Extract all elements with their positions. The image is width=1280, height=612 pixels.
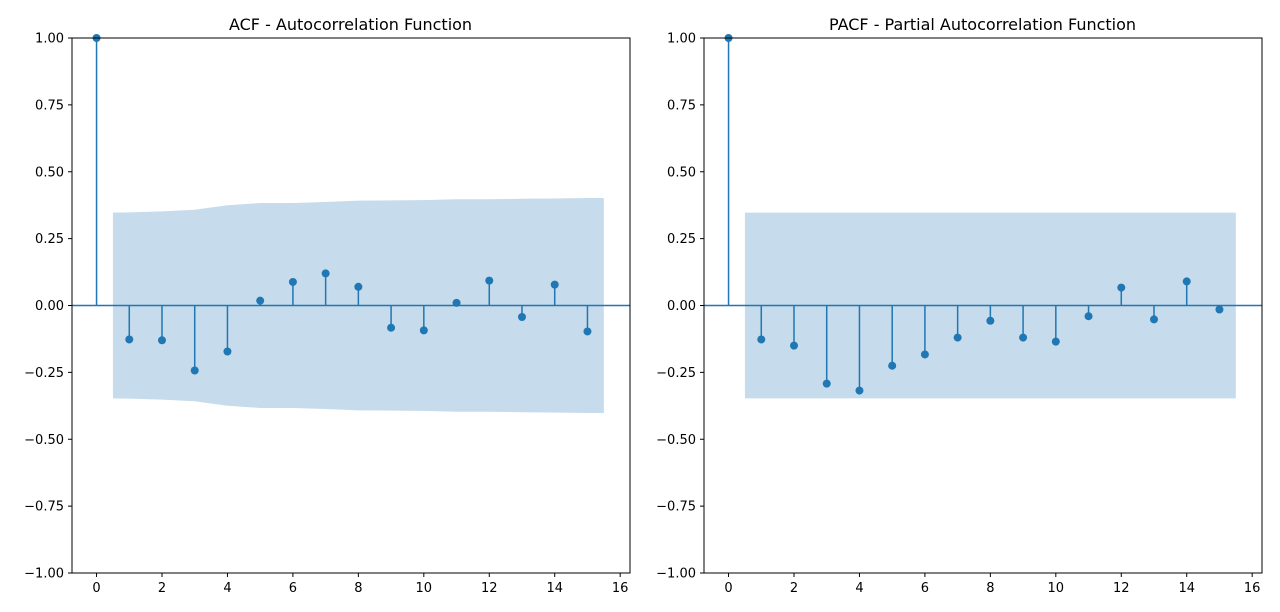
- acf-x-tick-label: 2: [158, 581, 166, 596]
- acf-y-tick-label: 0.00: [35, 299, 64, 314]
- acf-point: [583, 327, 592, 336]
- pacf-y-tick-label: 1.00: [667, 32, 696, 47]
- pacf-point: [1215, 305, 1224, 314]
- acf-x-tick-label: 10: [416, 581, 433, 596]
- acf-x-tick-label: 12: [481, 581, 498, 596]
- acf-chart-title: ACF - Autocorrelation Function: [229, 15, 472, 34]
- pacf-y-tick-label: −0.75: [656, 500, 696, 515]
- acf-point: [419, 326, 428, 335]
- acf-x-tick-label: 14: [546, 581, 563, 596]
- pacf-x-tick-label: 8: [986, 581, 994, 596]
- pacf-y-tick-label: −0.25: [656, 366, 696, 381]
- acf-point: [387, 323, 396, 332]
- pacf-point: [855, 386, 864, 395]
- pacf-y-tick-label: 0.75: [667, 98, 696, 113]
- pacf-x-tick-label: 4: [855, 581, 863, 596]
- acf-chart: ACF - Autocorrelation Function 1.00 0.75 0…: [24, 15, 631, 596]
- acf-point: [550, 280, 559, 289]
- pacf-point: [790, 341, 798, 350]
- acf-y-tick-label: −0.50: [24, 433, 64, 448]
- pacf-x-tick-label: 14: [1178, 581, 1195, 596]
- acf-point: [288, 277, 297, 286]
- pacf-point: [1150, 315, 1158, 324]
- pacf-chart: PACF - Partial Autocorrelation Function …: [656, 15, 1263, 596]
- acf-y-tick-label: 0.75: [35, 98, 64, 113]
- pacf-y-tick-label: −1.00: [656, 567, 696, 582]
- pacf-point: [920, 350, 929, 359]
- acf-point: [158, 336, 166, 345]
- pacf-point: [1084, 312, 1093, 321]
- pacf-y-tick-label: 0.00: [667, 299, 696, 314]
- pacf-point: [888, 361, 897, 370]
- acf-x-tick-label: 4: [223, 581, 231, 596]
- pacf-x-tick-label: 12: [1113, 581, 1130, 596]
- pacf-point: [1117, 283, 1126, 292]
- pacf-point: [757, 335, 766, 344]
- pacf-x-tick-label: 6: [921, 581, 929, 596]
- pacf-point: [986, 316, 995, 325]
- pacf-point: [1182, 277, 1191, 286]
- acf-point: [256, 296, 265, 305]
- pacf-x-tick-label: 0: [724, 581, 732, 596]
- pacf-x-tick-label: 16: [1244, 581, 1261, 596]
- pacf-point: [1051, 337, 1060, 346]
- acf-point: [190, 366, 199, 375]
- acf-x-tick-label: 16: [612, 581, 629, 596]
- acf-point: [518, 313, 526, 322]
- pacf-y-tick-label: −0.50: [656, 433, 696, 448]
- pacf-x-tick-label: 2: [790, 581, 798, 596]
- pacf-y-tick-label: 0.50: [667, 165, 696, 180]
- acf-point: [354, 282, 363, 291]
- pacf-point: [822, 379, 831, 388]
- acf-y-tick-label: −0.75: [24, 500, 64, 515]
- pacf-chart-title: PACF - Partial Autocorrelation Function: [829, 15, 1136, 34]
- acf-y-tick-label: 1.00: [35, 32, 64, 47]
- acf-point: [321, 269, 330, 278]
- acf-point: [223, 347, 232, 356]
- acf-y-tick-label: 0.50: [35, 165, 64, 180]
- pacf-point: [953, 333, 962, 342]
- pacf-point: [1019, 333, 1028, 342]
- acf-x-tick-label: 0: [92, 581, 100, 596]
- pacf-y-tick-label: 0.25: [667, 232, 696, 247]
- acf-point: [485, 276, 494, 285]
- acf-point: [452, 298, 461, 307]
- acf-x-tick-label: 6: [289, 581, 297, 596]
- acf-y-tick-label: 0.25: [35, 232, 64, 247]
- pacf-x-tick-label: 10: [1048, 581, 1065, 596]
- acf-y-tick-label: −1.00: [24, 567, 64, 582]
- acf-point: [125, 335, 134, 344]
- acf-x-tick-label: 8: [354, 581, 362, 596]
- acf-y-tick-label: −0.25: [24, 366, 64, 381]
